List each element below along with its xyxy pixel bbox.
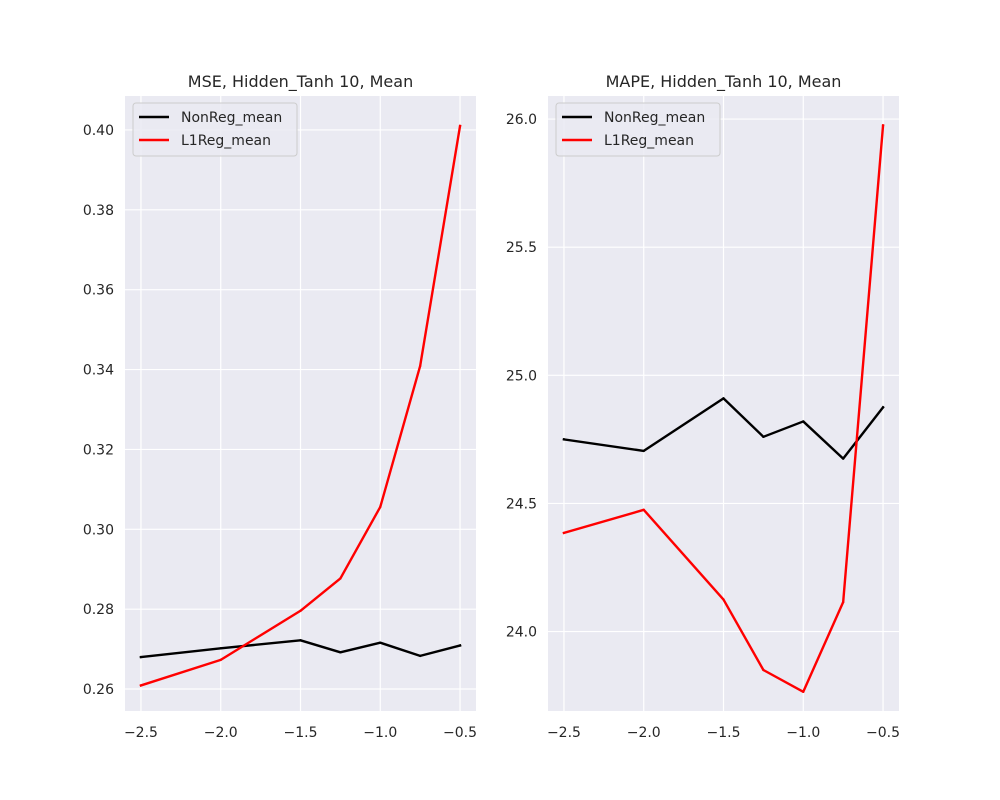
chart2-l1reg-mean-point (762, 668, 765, 672)
chart1-x-tick-label: −2.0 (204, 725, 238, 741)
chart2-y-tick-label: 24.0 (506, 625, 537, 641)
chart1-x-tick-label: −1.5 (284, 725, 318, 741)
chart1-nonreg-mean-point (139, 655, 143, 659)
chart1-legend: NonReg_mean L1Reg_mean (132, 102, 298, 157)
chart1-x-tick-label: −1.0 (363, 725, 397, 741)
chart2-l1reg-mean-point (722, 598, 725, 601)
chart1-nonreg-mean-point (219, 647, 222, 650)
chart2-axes: −2.5 −2.0 −1.5 −1.0 −0.5 24.0 24.5 25.0 25.5 26.0… (506, 72, 900, 741)
chart1-y-tick-label: 0.26 (83, 682, 114, 698)
chart1-nonreg-mean-point (418, 654, 422, 658)
chart2-nonreg-mean-point (762, 435, 765, 439)
chart1-y-tick-label: 0.28 (83, 602, 114, 618)
chart1-l1reg-mean-point (219, 658, 222, 662)
chart2-nonreg-mean-point (642, 449, 645, 453)
chart2-x-tick-label: −1.0 (786, 725, 820, 741)
chart2-nonreg-mean-point (881, 406, 885, 409)
chart1-l1reg-mean-point (379, 505, 382, 509)
chart1-nonreg-mean-point (299, 639, 302, 642)
chart2-nonreg-mean-point (722, 397, 725, 400)
chart1-y-tick-label: 0.38 (83, 203, 114, 219)
chart1-x-tick-label: −0.5 (443, 725, 477, 741)
chart1-legend-frame (132, 102, 298, 157)
chart2-nonreg-mean-point (802, 420, 805, 423)
chart1-legend-label: L1Reg_mean (181, 133, 271, 149)
chart2-l1reg-mean-point (802, 690, 805, 693)
chart2-x-tick-label: −0.5 (866, 725, 900, 741)
chart2-y-tick-label: 25.5 (506, 240, 537, 256)
chart2-l1reg-mean-point (642, 508, 645, 512)
chart2-nonreg-mean-point (841, 457, 845, 460)
chart2-l1reg-mean-point (841, 600, 845, 604)
chart2-title: MAPE, Hidden_Tanh 10, Mean (606, 72, 842, 92)
chart2-legend-label: L1Reg_mean (604, 133, 694, 149)
chart2-legend-label: NonReg_mean (604, 110, 705, 126)
chart2-x-tick-label: −1.5 (707, 725, 741, 741)
chart1-legend-label: NonReg_mean (181, 110, 282, 126)
chart2-l1reg-mean-point (562, 531, 566, 535)
chart1-l1reg-mean-point (458, 124, 462, 128)
chart1-axes: −2.5 −2.0 −1.5 −1.0 −0.5 0.26 0.28 0.30 0.32 0.34… (83, 72, 477, 741)
chart2-y-tick-label: 24.5 (506, 496, 537, 512)
chart2-legend-frame (555, 102, 721, 157)
chart2-y-tick-label: 25.0 (506, 368, 537, 384)
chart1-l1reg-mean-point (418, 364, 422, 368)
chart1-y-tick-label: 0.30 (83, 522, 114, 538)
chart1-nonreg-mean-point (458, 644, 462, 647)
chart2-nonreg-mean-point (562, 438, 566, 441)
chart1-nonreg-mean-point (339, 651, 342, 654)
chart1-y-tick-label: 0.32 (83, 442, 114, 458)
chart2-x-tick-label: −2.0 (627, 725, 661, 741)
chart1-l1reg-mean-point (299, 609, 302, 612)
chart2-x-tick-label: −2.5 (547, 725, 581, 741)
chart1-l1reg-mean-point (339, 577, 342, 580)
chart1-nonreg-mean-point (379, 641, 382, 644)
chart1-y-tick-label: 0.40 (83, 123, 114, 139)
chart2-y-tick-label: 26.0 (506, 112, 537, 128)
chart2-l1reg-mean-point (881, 124, 885, 127)
chart1-title: MSE, Hidden_Tanh 10, Mean (188, 72, 413, 92)
chart1-y-tick-label: 0.36 (83, 283, 114, 299)
chart1-y-tick-label: 0.34 (83, 363, 114, 379)
chart1-x-tick-label: −2.5 (124, 725, 158, 741)
chart2-legend: NonReg_mean L1Reg_mean (555, 102, 721, 157)
chart1-l1reg-mean-point (139, 684, 143, 687)
